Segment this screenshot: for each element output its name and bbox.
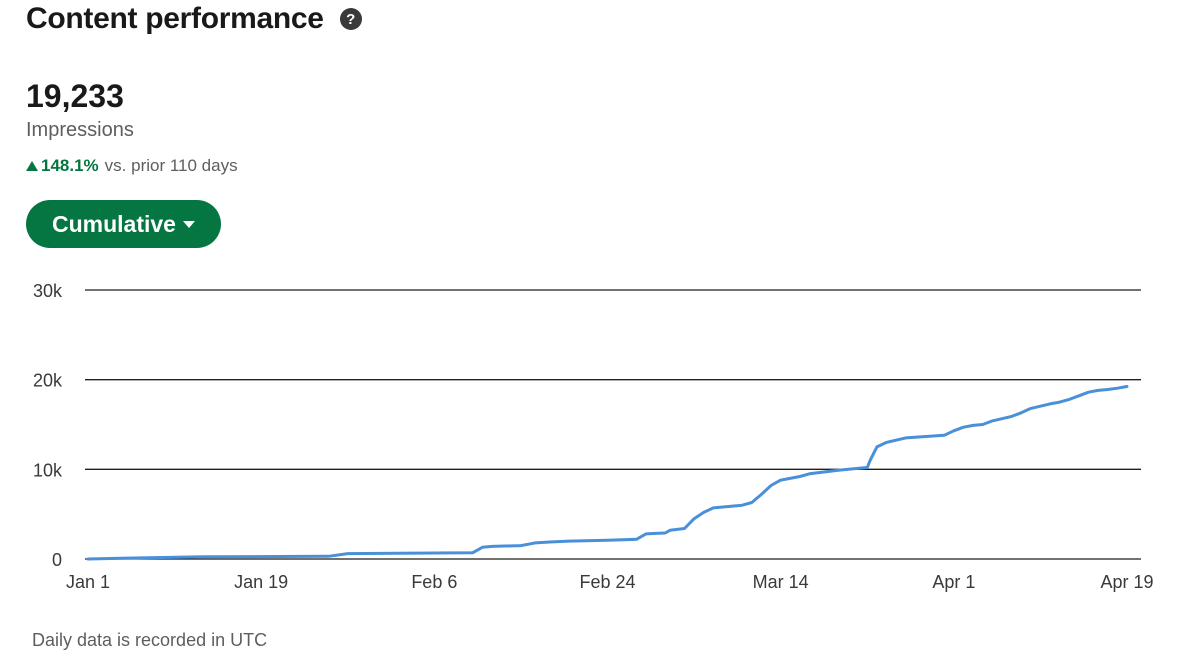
dropdown-label: Cumulative xyxy=(52,210,176,237)
x-tick-label: Jan 1 xyxy=(66,572,110,592)
triangle-up-icon xyxy=(26,161,38,171)
impressions-label: Impressions xyxy=(26,119,134,141)
x-tick-label: Feb 24 xyxy=(579,572,635,592)
x-tick-label: Apr 19 xyxy=(1100,572,1153,592)
y-tick-label: 30k xyxy=(33,281,63,301)
change-comparison-text: vs. prior 110 days xyxy=(104,156,238,175)
impressions-count: 19,233 xyxy=(26,78,124,114)
impressions-series-line xyxy=(86,385,1129,561)
caret-down-icon xyxy=(182,220,195,228)
impressions-line-chart: 0 10k 20k 30k Jan 1 Jan 19 Feb 6 Feb 24 Mar 14 Ap… xyxy=(33,281,1154,592)
x-tick-label: Apr 1 xyxy=(932,572,975,592)
y-tick-label: 10k xyxy=(33,460,63,480)
y-tick-label: 20k xyxy=(33,371,63,391)
utc-footnote: Daily data is recorded in UTC xyxy=(32,630,268,650)
change-percent: 148.1% xyxy=(41,156,99,175)
page-title: Content performance xyxy=(26,2,324,35)
header: Content performance ? xyxy=(26,2,362,36)
x-tick-label: Jan 19 xyxy=(234,572,288,592)
y-tick-label: 0 xyxy=(52,550,62,570)
change-indicator: 148.1% vs. prior 110 days xyxy=(26,156,238,176)
x-tick-label: Mar 14 xyxy=(753,572,809,592)
help-icon[interactable]: ? xyxy=(339,8,362,30)
x-tick-label: Feb 6 xyxy=(411,572,457,592)
cumulative-dropdown[interactable]: Cumulative xyxy=(26,200,221,248)
